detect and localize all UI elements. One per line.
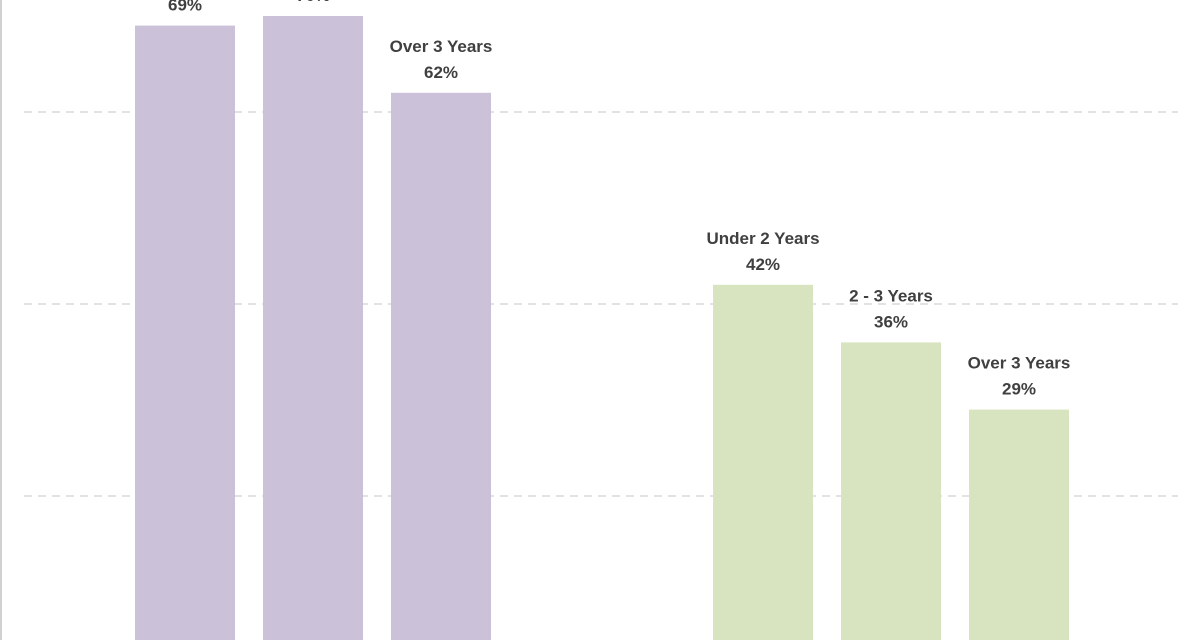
category-label: 2 - 3 Years [849, 286, 933, 305]
category-label: Under 2 Years [706, 229, 819, 248]
bar [263, 16, 363, 640]
bar [969, 409, 1069, 640]
bar [391, 92, 491, 640]
data-label: 70% [296, 0, 330, 5]
bar [841, 342, 941, 640]
bar [713, 284, 813, 640]
category-label: Over 3 Years [390, 37, 493, 56]
category-label: Over 3 Years [968, 354, 1071, 373]
data-label: 69% [168, 0, 202, 15]
data-label: 62% [424, 63, 458, 82]
data-label: 42% [746, 255, 780, 274]
data-label: 29% [1002, 380, 1036, 399]
bar [135, 25, 235, 640]
data-label: 36% [874, 312, 908, 331]
